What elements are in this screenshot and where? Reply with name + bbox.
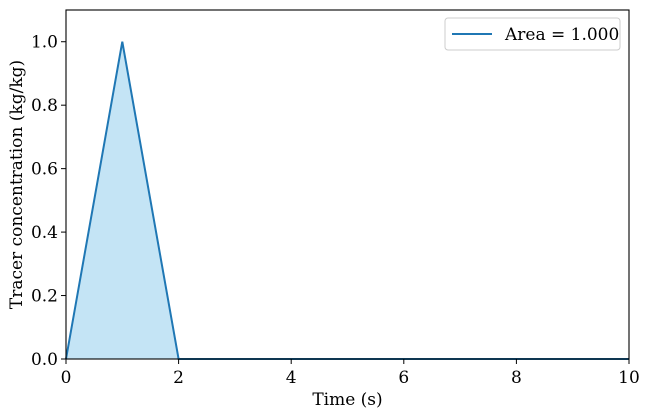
x-axis-label: Time (s) [312,390,382,410]
y-tick-label: 0.4 [31,223,58,243]
x-tick-label: 4 [286,368,297,388]
legend-box [444,17,621,51]
y-tick-label: 0.0 [31,350,58,370]
y-tick-label: 0.6 [31,160,58,180]
x-tick-label: 10 [618,368,640,388]
y-axis-ticks: 0.0 0.2 0.4 0.6 0.8 1.0 [31,33,66,370]
axes-frame [65,9,630,360]
plot-area [65,41,629,360]
y-tick-label: 0.2 [31,287,58,307]
legend-label: Area = 1.000 [504,25,619,45]
area-fill [66,41,629,359]
x-tick-label: 6 [398,368,409,388]
y-tick-label: 0.8 [31,96,58,116]
x-axis-ticks: 0 2 4 6 8 10 [61,359,640,388]
x-tick-label: 2 [173,368,184,388]
x-tick-label: 8 [511,368,522,388]
y-axis-label: Tracer concentration (kg/kg) [7,60,27,309]
legend: Area = 1.000 [444,17,621,51]
y-tick-label: 1.0 [31,33,58,53]
x-tick-label: 0 [61,368,72,388]
